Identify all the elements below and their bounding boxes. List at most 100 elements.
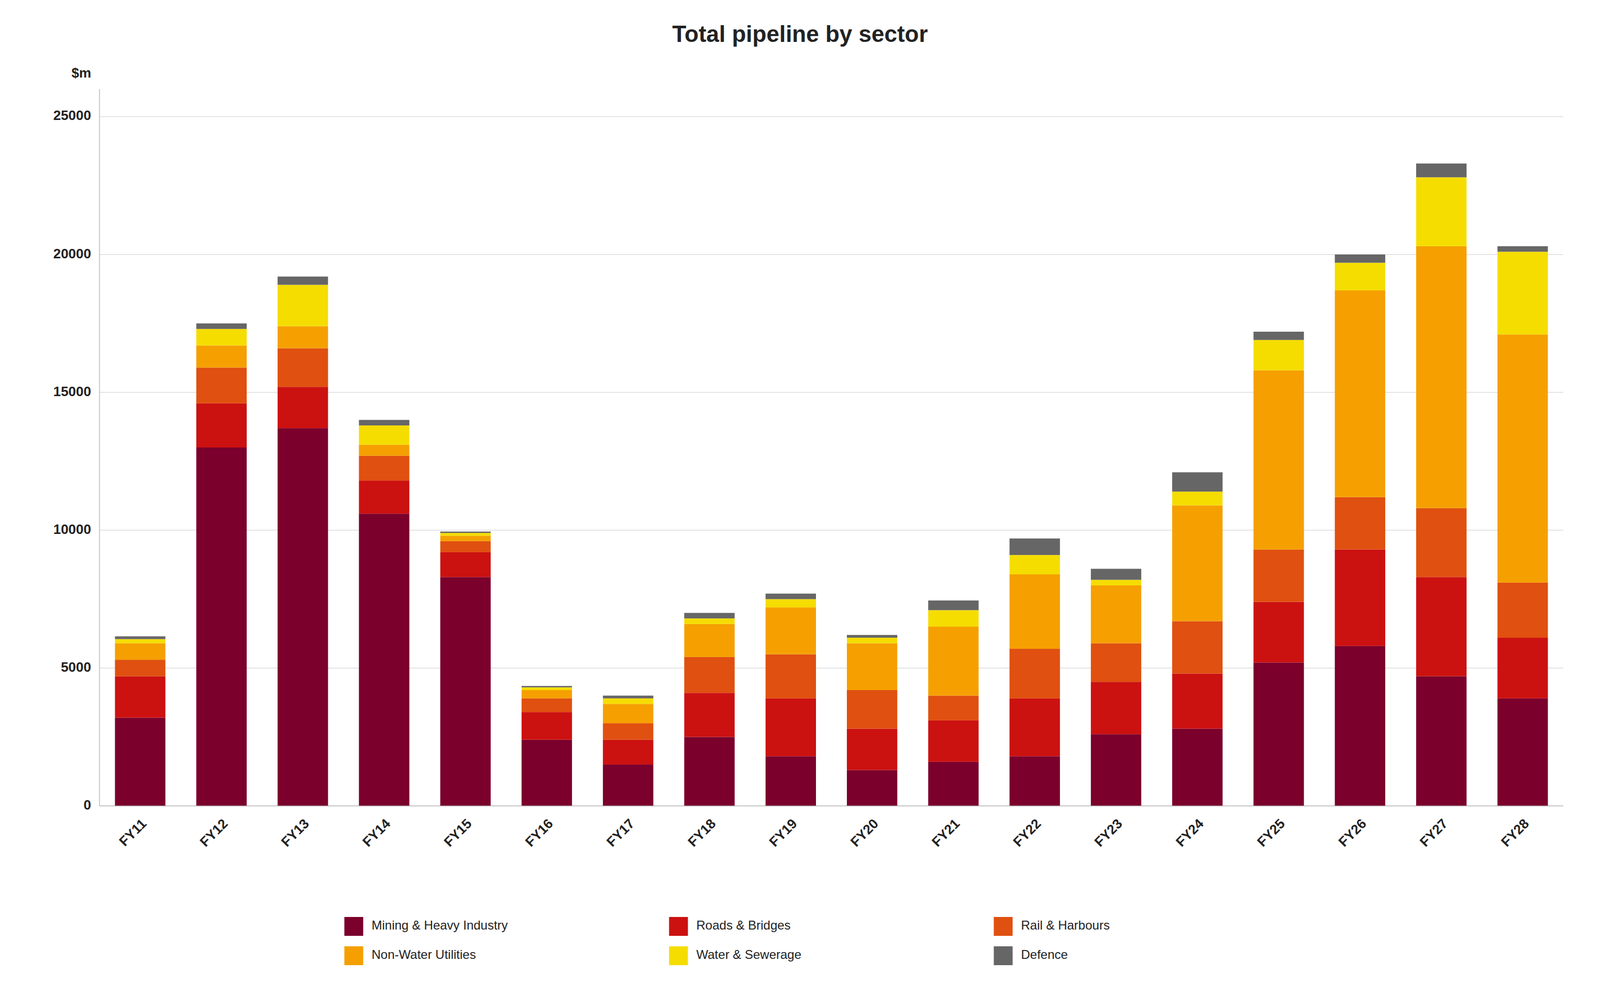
x-tick-label: FY18 (684, 815, 719, 850)
bar-segment (928, 600, 979, 610)
bar-segment (115, 643, 166, 660)
bar-segment (196, 328, 247, 346)
x-tick-label: FY13 (278, 815, 313, 850)
bar-segment (1497, 334, 1548, 583)
bar-segment (846, 769, 898, 806)
bar-segment (440, 552, 491, 577)
x-tick-label: FY19 (766, 815, 801, 850)
bar-segment (196, 367, 247, 403)
bar-segment (277, 325, 328, 348)
legend-label: Defence (1021, 946, 1068, 962)
bar-segment (1253, 661, 1304, 806)
series (115, 246, 1549, 723)
legend-swatch (994, 916, 1013, 936)
bar-segment (602, 739, 654, 765)
bar-segment (928, 761, 979, 806)
bar-segment (1172, 728, 1223, 806)
bar-segment (928, 695, 979, 721)
bar-segment (683, 618, 735, 624)
bar-segment (602, 695, 654, 699)
bar-segment (765, 755, 816, 806)
x-ticks: FY11FY12FY13FY14FY15FY16FY17FY18FY19FY20… (115, 814, 1532, 850)
bar-segment (846, 728, 898, 770)
bar-segment (602, 698, 654, 704)
series (115, 177, 1549, 704)
x-tick-label: FY12 (196, 815, 231, 850)
x-tick-label: FY21 (928, 815, 963, 850)
bar-segment (521, 689, 572, 699)
bar-segment (358, 419, 410, 426)
bar-segment (765, 598, 816, 608)
x-tick-label: FY15 (440, 815, 475, 850)
bar-segment (846, 689, 898, 729)
bar-segment (602, 764, 654, 806)
y-tick-label: 0 (83, 796, 92, 813)
bar-segment (1090, 681, 1142, 734)
chart: Total pipeline by sector0500010000150002… (0, 0, 1600, 1005)
legend-label: Roads & Bridges (696, 917, 791, 932)
bar-segment (1009, 538, 1061, 556)
bar-segment (521, 739, 572, 806)
bar-segment (196, 323, 247, 329)
bar-segment (277, 427, 328, 806)
bar-segment (1172, 471, 1223, 492)
bar-segment (1009, 648, 1061, 699)
bar-segment (521, 685, 572, 688)
legend-swatch (669, 916, 689, 936)
bar-segment (1253, 549, 1304, 602)
bar-segment (115, 659, 166, 677)
bar-segment (765, 607, 816, 654)
bar-segment (1253, 601, 1304, 663)
bar-segment (1416, 246, 1467, 509)
legend-label: Water & Sewerage (696, 946, 802, 962)
legend: Mining & Heavy IndustryRoads & BridgesRa… (344, 916, 1110, 965)
bar-segment (277, 284, 328, 327)
bar-segment (683, 656, 735, 693)
x-tick-label: FY20 (847, 815, 882, 850)
bar-segment (521, 698, 572, 712)
bar-segment (115, 676, 166, 718)
bar-segment (1416, 163, 1467, 178)
bar-segment (521, 687, 572, 690)
bar-segment (1009, 574, 1061, 649)
bar-segment (358, 425, 410, 445)
bar-segment (115, 717, 166, 806)
bar-segment (928, 626, 979, 696)
grid (99, 116, 1564, 806)
bar-segment (1334, 497, 1386, 550)
bar-segment (1334, 549, 1386, 646)
bar-segment (277, 276, 328, 285)
x-tick-label: FY16 (522, 815, 557, 850)
bar-segment (1090, 568, 1142, 580)
bar-segment (440, 535, 491, 542)
bar-segment (846, 634, 898, 638)
bar-segment (358, 480, 410, 514)
bar-segment (1416, 676, 1467, 806)
bar-segment (196, 447, 247, 806)
x-tick-label: FY28 (1497, 815, 1532, 850)
bar-segment (1172, 491, 1223, 505)
x-tick-label: FY27 (1416, 815, 1451, 850)
bar-segment (440, 531, 491, 533)
bar-segment (1497, 637, 1548, 699)
bar-segment (846, 643, 898, 690)
bar-segment (358, 513, 410, 806)
y-ticks: 0500010000150002000025000 (53, 107, 92, 812)
bar-segment (358, 455, 410, 481)
bar-segment (1253, 339, 1304, 371)
x-tick-label: FY23 (1091, 815, 1126, 850)
bar-segment (1253, 370, 1304, 550)
legend-swatch (344, 916, 364, 936)
x-tick-label: FY22 (1009, 815, 1044, 850)
x-tick-label: FY24 (1172, 814, 1208, 850)
x-axis-line (99, 805, 1564, 807)
bar-segment (765, 654, 816, 699)
bar-segment (765, 698, 816, 756)
bar-segment (683, 623, 735, 657)
x-tick-label: FY26 (1334, 815, 1370, 850)
bar-segment (1497, 246, 1548, 252)
bar-segment (358, 444, 410, 456)
bar-segment (1416, 177, 1467, 247)
bar-segment (928, 609, 979, 627)
bar-segment (602, 703, 654, 723)
